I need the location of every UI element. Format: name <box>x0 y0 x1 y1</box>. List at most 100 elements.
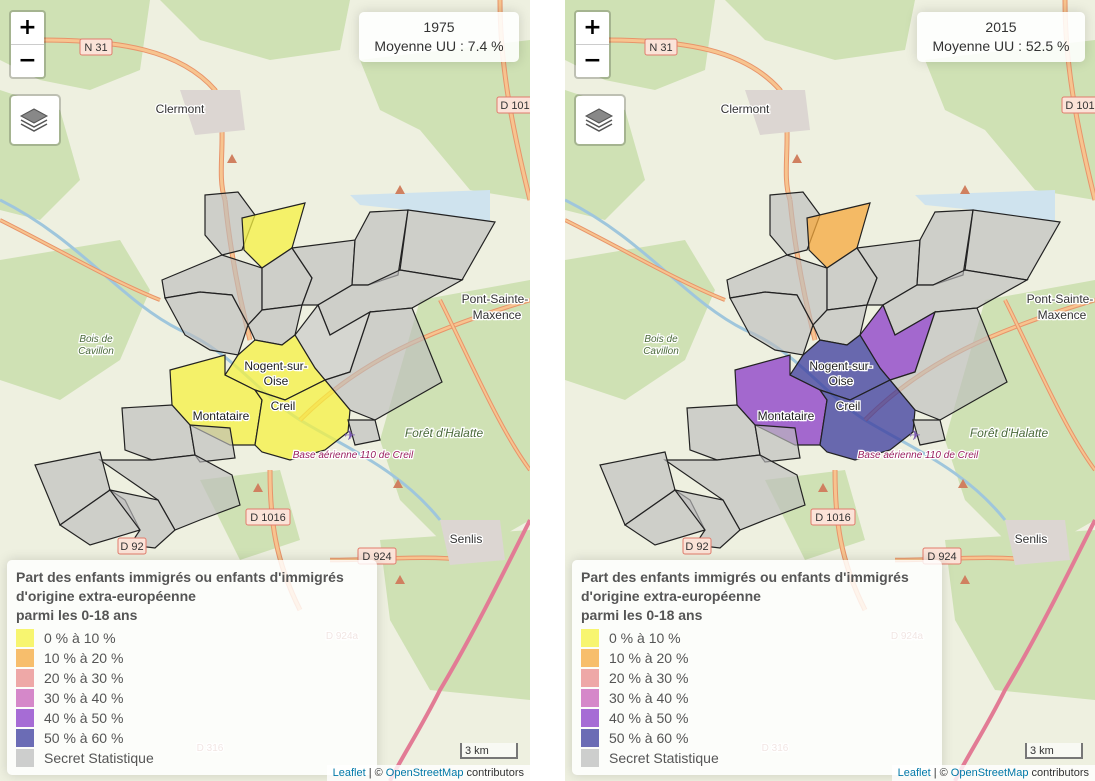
road-shield-d1016: D 1016 <box>810 508 856 526</box>
road-shield-n31: N 31 <box>79 38 113 56</box>
airport-icon: ✈ <box>909 427 921 443</box>
place-label-maxence: Maxence <box>473 308 522 322</box>
legend-title-line: Part des enfants immigrés ou enfants d'i… <box>16 569 344 585</box>
legend-item: 0 % à 10 % <box>581 628 933 648</box>
commune-sw-6[interactable] <box>108 489 176 549</box>
legend-label: 0 % à 10 % <box>609 630 681 646</box>
peak-icon <box>395 575 405 584</box>
place-label-cavillon: Cavillon <box>643 346 679 357</box>
commune-creil[interactable] <box>818 379 916 461</box>
layers-button[interactable] <box>574 94 626 146</box>
place-label-nogent_2: Oise <box>264 374 289 388</box>
place-label-base: Base aérienne 110 de Creil <box>858 450 979 461</box>
legend-label: 30 % à 40 % <box>609 690 689 706</box>
commune-base[interactable] <box>912 419 946 446</box>
commune-east-big[interactable] <box>888 307 1008 421</box>
leaflet-link[interactable]: Leaflet <box>897 767 931 779</box>
commune-east-big[interactable] <box>323 307 443 421</box>
place-label-montataire: Montataire <box>758 409 815 423</box>
zoom-in-button[interactable]: + <box>18 15 37 40</box>
place-label-senlis: Senlis <box>450 532 483 546</box>
legend-swatch <box>581 709 599 727</box>
place-label-montataire: Montataire <box>193 409 250 423</box>
attribution: Leaflet | © OpenStreetMap contributors <box>891 765 1095 781</box>
info-year: 1975 <box>423 19 455 35</box>
peak-icon <box>227 154 237 163</box>
forest-area-2 <box>925 40 1095 200</box>
info-year: 2015 <box>985 19 1017 35</box>
legend-label: 10 % à 20 % <box>44 650 124 666</box>
zoom-in-button[interactable]: + <box>583 15 602 40</box>
legend-swatch <box>581 649 599 667</box>
zoom-out-button[interactable]: − <box>576 44 609 77</box>
commune-mid-3[interactable] <box>164 291 249 356</box>
place-label-bois: Bois de <box>644 334 678 345</box>
road-shield-label: D 1016 <box>815 512 850 524</box>
place-label-bois: Bois de <box>79 334 113 345</box>
road-shield-label: N 31 <box>649 42 672 54</box>
legend-label: 0 % à 10 % <box>44 630 116 646</box>
place-label-cavillon: Cavillon <box>78 346 114 357</box>
legend-item: 40 % à 50 % <box>581 708 933 728</box>
road-shield-d101: D 101 <box>1061 96 1095 114</box>
legend-title-line: d'origine extra-européenne <box>16 588 196 604</box>
place-label-creil: Creil <box>271 399 296 413</box>
place-label-foret: Forêt d'Halatte <box>405 426 484 440</box>
urban-area-senlis <box>1005 520 1070 565</box>
legend-swatch <box>16 689 34 707</box>
water-area <box>350 190 490 222</box>
legend-item: 10 % à 20 % <box>581 648 933 668</box>
road-shield-n31: N 31 <box>644 38 678 56</box>
legend-swatch <box>16 729 34 747</box>
legend-swatch <box>581 629 599 647</box>
commune-sw-2[interactable] <box>189 424 236 463</box>
road-shield-d101: D 101 <box>496 96 530 114</box>
peak-icon <box>960 575 970 584</box>
road-shield-label: D 101 <box>1065 100 1094 112</box>
osm-link[interactable]: OpenStreetMap <box>385 767 464 779</box>
map-panel-1975[interactable]: N 31 D 101 D 1016 D 924 D 92 Clermont Pont-Sai… <box>0 0 530 781</box>
legend-swatch <box>16 709 34 727</box>
attribution-contributors: contributors <box>1031 767 1089 779</box>
commune-sw-6[interactable] <box>673 489 741 549</box>
motorway <box>953 519 1095 781</box>
commune-sw-2[interactable] <box>754 424 801 463</box>
osm-link[interactable]: OpenStreetMap <box>950 767 1029 779</box>
attribution-contributors: contributors <box>466 767 524 779</box>
forest-area-1 <box>725 0 915 60</box>
legend-title-line: parmi les 0-18 ans <box>581 607 703 623</box>
commune-base[interactable] <box>347 419 381 446</box>
zoom-control: + − <box>574 10 611 79</box>
scale-bar: 3 km <box>1025 743 1083 759</box>
legend-swatch <box>16 649 34 667</box>
airport-icon: ✈ <box>344 427 356 443</box>
leaflet-link[interactable]: Leaflet <box>332 767 366 779</box>
attribution: Leaflet | © OpenStreetMap contributors <box>326 765 530 781</box>
peak-icon <box>960 185 970 194</box>
urban-area-clermont <box>180 90 245 135</box>
peak-icon <box>395 185 405 194</box>
legend-item: Secret Statistique <box>581 748 933 768</box>
legend-title-line: d'origine extra-européenne <box>581 588 761 604</box>
zoom-out-button[interactable]: − <box>11 44 44 77</box>
commune-nw-1[interactable] <box>204 191 256 256</box>
legend-label: 40 % à 50 % <box>609 710 689 726</box>
place-label-foret: Forêt d'Halatte <box>970 426 1049 440</box>
legend-label: 20 % à 30 % <box>44 670 124 686</box>
commune-nw-1[interactable] <box>769 191 821 256</box>
layers-button[interactable] <box>9 94 61 146</box>
commune-creil[interactable] <box>253 379 351 461</box>
legend-item: 30 % à 40 % <box>16 688 368 708</box>
map-panel-2015[interactable]: N 31 D 101 D 1016 D 924 D 92 Clermont Pont-Sai… <box>565 0 1095 781</box>
place-label-pont_sainte: Pont-Sainte- <box>1027 292 1094 306</box>
commune-mid-3[interactable] <box>729 291 814 356</box>
legend-item: 40 % à 50 % <box>16 708 368 728</box>
place-label-maxence: Maxence <box>1038 308 1087 322</box>
place-label-creil: Creil <box>836 399 861 413</box>
legend: Part des enfants immigrés ou enfants d'i… <box>572 560 942 775</box>
legend-swatch <box>581 669 599 687</box>
legend-title-line: parmi les 0-18 ans <box>16 607 138 623</box>
legend-swatch <box>581 729 599 747</box>
road-shield-label: D 1016 <box>250 512 285 524</box>
